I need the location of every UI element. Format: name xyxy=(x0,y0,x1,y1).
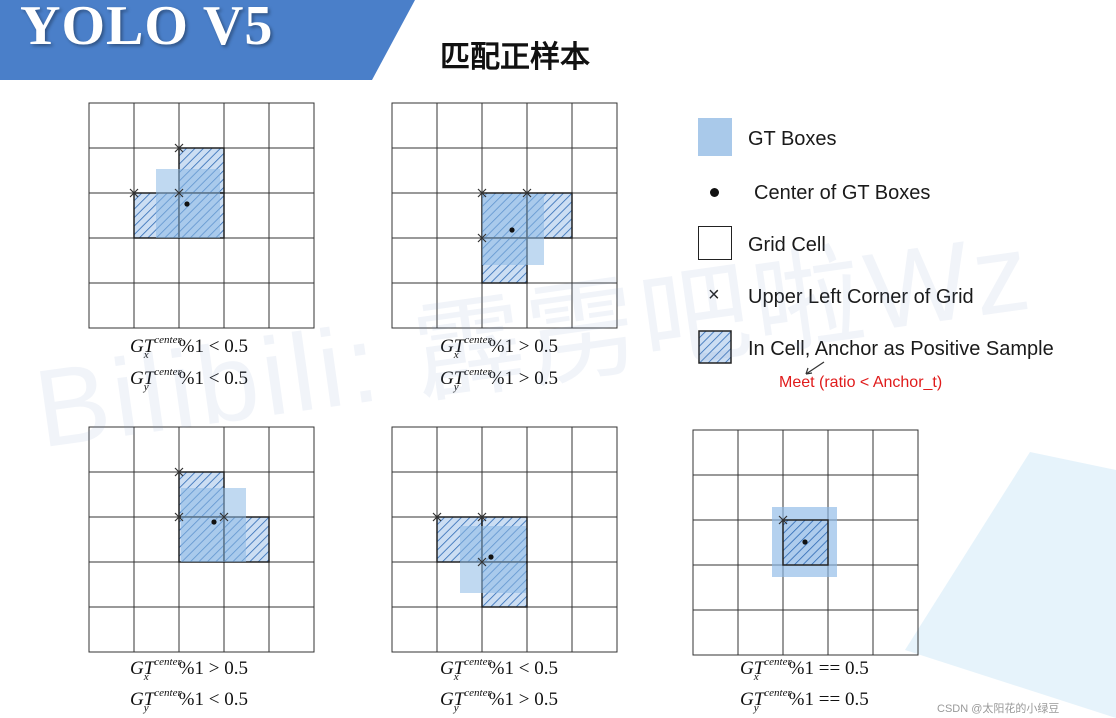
panel-4-condition-x: GTcenterx %1 < 0.5 xyxy=(440,656,558,683)
legend-cell-swatch xyxy=(698,226,732,260)
corner-marker xyxy=(778,515,788,525)
panel-3-condition-y: GTcentery %1 < 0.5 xyxy=(130,687,248,714)
gt-center xyxy=(488,554,494,560)
legend-note: Meet (ratio < Anchor_t) xyxy=(779,374,943,391)
panel-2-condition-y: GTcentery %1 > 0.5 xyxy=(440,366,558,393)
title-banner xyxy=(0,0,415,80)
corner-decoration xyxy=(905,452,1116,718)
corner-markers xyxy=(129,143,184,198)
panel-5-condition-x: GTcenterx %1 == 0.5 xyxy=(740,656,869,683)
cross-icon: × xyxy=(708,284,720,306)
grid-panel-5 xyxy=(692,429,919,656)
corner-markers xyxy=(174,467,229,522)
credit-text: CSDN @太阳花的小绿豆 xyxy=(937,703,1060,715)
corner-markers xyxy=(477,188,532,243)
gt-box xyxy=(181,488,246,562)
banner-title: YOLO V5 xyxy=(20,0,274,57)
gt-center xyxy=(184,201,190,207)
grid-panel-3 xyxy=(88,426,315,653)
grid-panel-4 xyxy=(391,426,618,653)
corner-markers xyxy=(432,512,487,567)
legend-gt-swatch xyxy=(698,118,732,156)
grid-panel-1 xyxy=(88,102,315,329)
grid-panel-2 xyxy=(391,102,618,329)
gt-center xyxy=(802,539,808,545)
panel-5-condition-y: GTcentery %1 == 0.5 xyxy=(740,687,869,714)
legend-hatch-swatch xyxy=(698,330,732,364)
panel-3-condition-x: GTcenterx %1 > 0.5 xyxy=(130,656,248,683)
note-arrow-icon xyxy=(805,361,825,375)
gt-center xyxy=(211,519,217,525)
legend-dot xyxy=(710,188,719,197)
slide-title: 匹配正样本 xyxy=(440,40,590,75)
panel-1-condition-y: GTcentery %1 < 0.5 xyxy=(130,366,248,393)
gt-center xyxy=(509,227,515,233)
panel-1-condition-x: GTcenterx %1 < 0.5 xyxy=(130,334,248,361)
panel-4-condition-y: GTcentery %1 > 0.5 xyxy=(440,687,558,714)
gt-box xyxy=(460,526,526,593)
panel-2-condition-x: GTcenterx %1 > 0.5 xyxy=(440,334,558,361)
